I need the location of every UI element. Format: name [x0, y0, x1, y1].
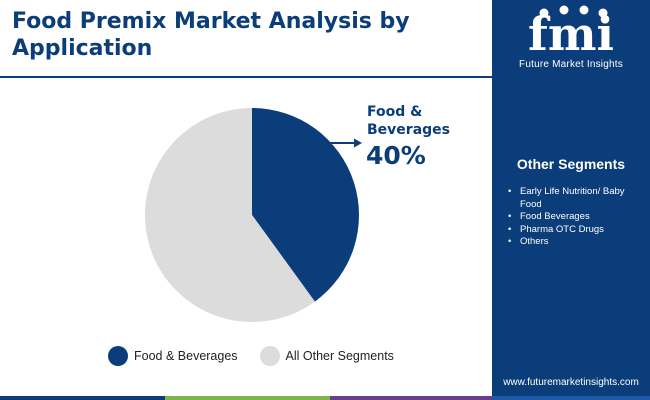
other-segments-list: • Early Life Nutrition/ Baby Food • Food B… [506, 186, 640, 249]
brand-logo: fmi Future Market Insights [492, 0, 650, 78]
fmi-logo-icon: fmi [528, 5, 614, 61]
callout-arrow [330, 138, 362, 148]
legend-item-other-segments: All Other Segments [259, 346, 394, 366]
sidebar: fmi Future Market Insights Other Segment… [492, 0, 650, 400]
legend-label-other-segments: All Other Segments [285, 349, 394, 363]
bullet-icon: • [508, 223, 512, 235]
other-segments-title: Other Segments [516, 156, 626, 172]
bottom-bar-segment [330, 396, 492, 400]
logo-dot-icon [559, 5, 569, 15]
legend-label-food-beverages: Food & Beverages [134, 349, 238, 363]
bottom-bar-segment [492, 396, 650, 400]
logo-dot-icon [579, 5, 589, 15]
list-item: • Others [506, 236, 640, 249]
brand-name: Future Market Insights [519, 59, 623, 70]
logo-dot-icon [598, 8, 608, 18]
website-link[interactable]: www.futuremarketinsights.com [503, 377, 639, 388]
pie-slice-other-segments [144, 108, 315, 322]
callout-label: Food & Beverages [367, 103, 450, 139]
bullet-icon: • [508, 236, 512, 247]
callout-value: 40% [366, 141, 426, 170]
list-item: • Food Beverages [506, 211, 640, 224]
bottom-bar-segment [165, 396, 330, 400]
segment-label: Pharma OTC Drugs [520, 223, 604, 235]
bottom-bar-segment [0, 396, 165, 400]
pie-chart [144, 108, 362, 322]
logo-dot-icon [539, 8, 549, 18]
legend-swatch-food-beverages [108, 346, 128, 366]
title-divider [0, 76, 492, 78]
segment-label: Food Beverages [520, 211, 590, 222]
bullet-icon: • [508, 186, 512, 197]
legend-swatch-other-segments [259, 346, 280, 366]
legend-item-food-beverages: Food & Beverages [108, 346, 238, 366]
bullet-icon: • [508, 211, 512, 222]
chart-title: Food Premix Market Analysis by Applicati… [12, 9, 410, 61]
segment-label: Others [520, 236, 549, 247]
pie-slice-food-beverages [252, 108, 359, 302]
list-item: • Pharma OTC Drugs [506, 224, 640, 237]
chart-legend: Food & Beverages All Other Segments [108, 346, 416, 366]
segment-label: Early Life Nutrition/ Baby Food [520, 186, 625, 210]
bottom-color-bar [0, 396, 650, 400]
callout-label-line1: Food & [367, 104, 423, 120]
callout-label-line2: Beverages [367, 122, 450, 138]
list-item: • Early Life Nutrition/ Baby Food [506, 186, 640, 211]
